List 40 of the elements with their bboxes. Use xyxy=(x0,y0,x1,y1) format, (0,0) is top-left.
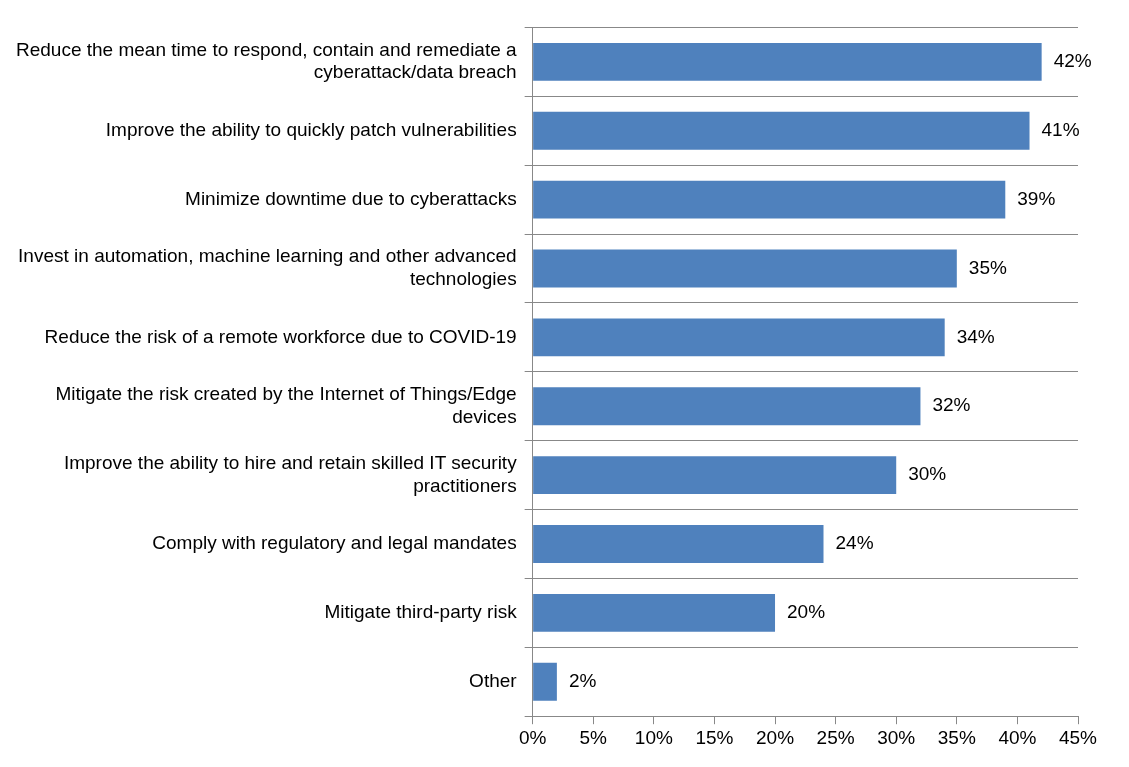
bar xyxy=(533,456,897,495)
bar xyxy=(533,180,1006,219)
x-tick-label: 30% xyxy=(877,726,916,748)
data-label: 2% xyxy=(568,669,597,691)
y-tick-label: Reduce the risk of a remote workforce due to COVID-19 xyxy=(44,325,517,347)
y-tick-label: Mitigate the risk created by the Internet of Things/Edge devices xyxy=(55,383,517,427)
bar xyxy=(533,525,824,563)
y-tick-label: Improve the ability to hire and retain skilled IT security practitioners xyxy=(63,451,518,496)
data-label: 30% xyxy=(908,463,947,485)
x-tick-label: 40% xyxy=(998,726,1037,748)
x-tick-label: 10% xyxy=(634,726,673,748)
x-tick-label: 45% xyxy=(1058,726,1098,748)
x-tick-label: 15% xyxy=(695,726,734,748)
x-tick-label: 35% xyxy=(937,726,976,748)
data-label: 42% xyxy=(1053,50,1092,72)
bar xyxy=(533,593,776,632)
data-label: 39% xyxy=(1017,187,1056,209)
bar xyxy=(533,662,557,701)
data-label: 34% xyxy=(956,325,995,347)
bar xyxy=(533,387,921,426)
x-tick-label: 0% xyxy=(518,726,547,748)
y-tick-label: Minimize downtime due to cyberattacks xyxy=(185,187,517,209)
bar xyxy=(533,111,1030,150)
bar xyxy=(533,249,957,288)
bar xyxy=(533,42,1042,81)
data-label: 41% xyxy=(1041,118,1080,140)
y-tick-label: Invest in automation, machine learning and other advanced technologies xyxy=(18,245,517,290)
x-tick-label: 5% xyxy=(579,726,608,748)
y-tick-label: Mitigate third-party risk xyxy=(324,601,518,623)
y-tick-label: Comply with regulatory and legal mandates xyxy=(152,532,517,554)
y-tick-label: Improve the ability to quickly patch vulnerabilities xyxy=(105,118,517,140)
bar xyxy=(533,318,945,357)
x-tick-label: 20% xyxy=(756,726,795,748)
data-label: 20% xyxy=(787,601,826,623)
data-label: 32% xyxy=(932,394,971,416)
y-tick-label: Reduce the mean time to respond, contain and remediate a cyberattack/data breach xyxy=(15,38,518,83)
data-label: 24% xyxy=(835,532,874,554)
y-tick-label: Other xyxy=(469,669,518,691)
x-tick-label: 25% xyxy=(816,726,855,748)
data-label: 35% xyxy=(968,256,1007,278)
